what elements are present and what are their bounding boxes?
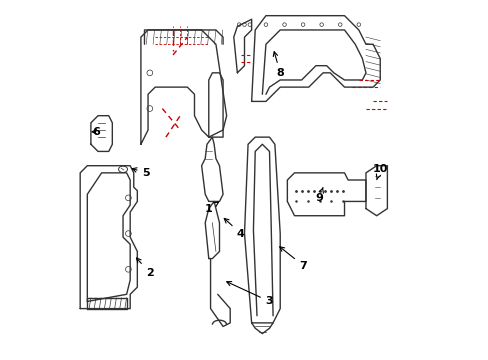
Text: 9: 9 [315,188,323,203]
Text: 5: 5 [132,168,150,178]
Text: 10: 10 [372,164,387,180]
Text: 4: 4 [224,219,244,239]
Text: 1: 1 [204,202,218,213]
Text: 6: 6 [92,127,100,137]
Text: 3: 3 [226,282,273,306]
Text: 2: 2 [136,258,153,278]
Text: 7: 7 [279,247,306,271]
Text: 8: 8 [273,52,284,78]
